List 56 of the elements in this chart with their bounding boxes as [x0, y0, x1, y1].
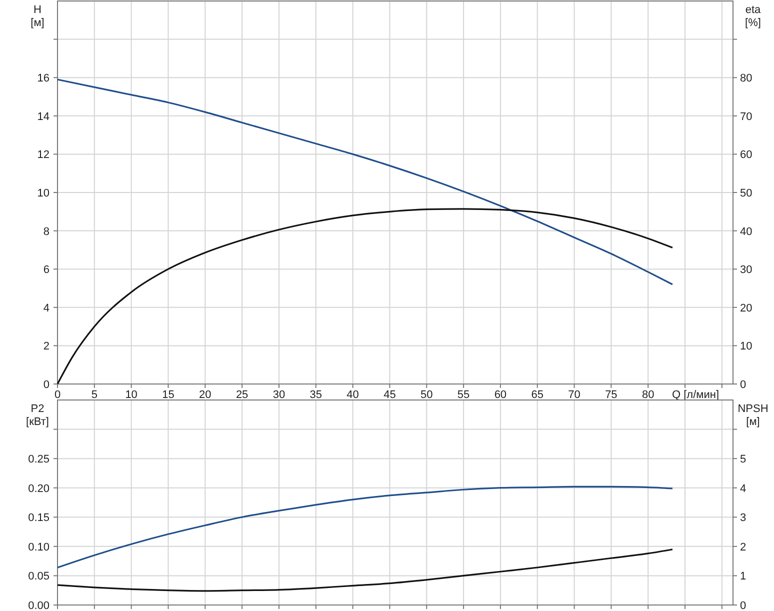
x-tick-label: 25 [236, 389, 248, 401]
y-tick-label: 0.15 [28, 512, 50, 524]
y-tick-label: 0.00 [28, 600, 50, 611]
y2-tick-label: 0 [740, 379, 746, 391]
y-tick-label: 4 [43, 302, 50, 314]
x-tick-label: 10 [125, 389, 138, 401]
y2-tick-label: 10 [740, 340, 752, 353]
x-tick-label: 65 [531, 389, 544, 401]
x-tick-label: 60 [494, 389, 507, 401]
x-tick-label: 5 [91, 389, 98, 401]
y-tick-label: 6 [43, 264, 50, 276]
x-tick-label: 0 [54, 389, 61, 401]
line-series [56, 548, 674, 592]
y2-axis-title: NPSH [м] [738, 403, 768, 428]
y2-tick-label: 40 [740, 226, 752, 238]
y2-tick-label: 50 [740, 188, 752, 200]
y2-tick-label: 4 [740, 482, 746, 495]
y-tick-label: 16 [37, 72, 50, 85]
y-tick-label: 0.25 [28, 454, 50, 466]
y-tick-label: 0.05 [28, 570, 50, 583]
y2-tick-label: 30 [740, 264, 752, 276]
y2-tick-label: 70 [740, 110, 752, 123]
y2-tick-label: 80 [740, 72, 752, 85]
y-tick-label: 10 [37, 188, 50, 200]
x-tick-label: 40 [346, 389, 359, 401]
y-axis-title: H [м] [30, 4, 44, 29]
y2-tick-label: 2 [740, 541, 746, 554]
y-tick-label: 12 [37, 149, 50, 162]
line-series [56, 486, 674, 568]
y-axis-title: P2 [кВт] [26, 403, 49, 428]
x-tick-label: 70 [568, 389, 580, 401]
x-tick-label: 80 [642, 389, 654, 401]
y2-tick-label: 5 [740, 454, 746, 466]
line-series [56, 78, 674, 286]
x-tick-label: 75 [605, 389, 618, 401]
y-tick-label: 0 [43, 379, 50, 391]
x-tick-label: 55 [457, 389, 470, 401]
y-tick-label: 2 [43, 340, 50, 353]
x-tick-label: 20 [199, 389, 212, 401]
y2-tick-label: 60 [740, 149, 752, 162]
y-tick-label: 0.20 [28, 482, 50, 495]
y2-tick-label: 1 [740, 570, 746, 583]
x-tick-label: 50 [420, 389, 433, 401]
x-axis-title: Q [л/мин] [672, 389, 719, 401]
y2-tick-label: 20 [740, 302, 752, 314]
x-tick-label: 30 [272, 389, 286, 401]
y2-tick-label: 3 [740, 512, 746, 524]
x-tick-label: 15 [162, 389, 174, 401]
y-tick-label: 14 [37, 110, 50, 123]
y-tick-label: 8 [43, 226, 50, 238]
line-series [56, 208, 674, 385]
x-tick-label: 35 [310, 389, 322, 401]
y2-tick-label: 0 [740, 600, 746, 611]
y2-axis-title: eta [%] [745, 4, 762, 29]
y-tick-label: 0.10 [28, 541, 50, 554]
x-tick-label: 45 [384, 389, 396, 401]
